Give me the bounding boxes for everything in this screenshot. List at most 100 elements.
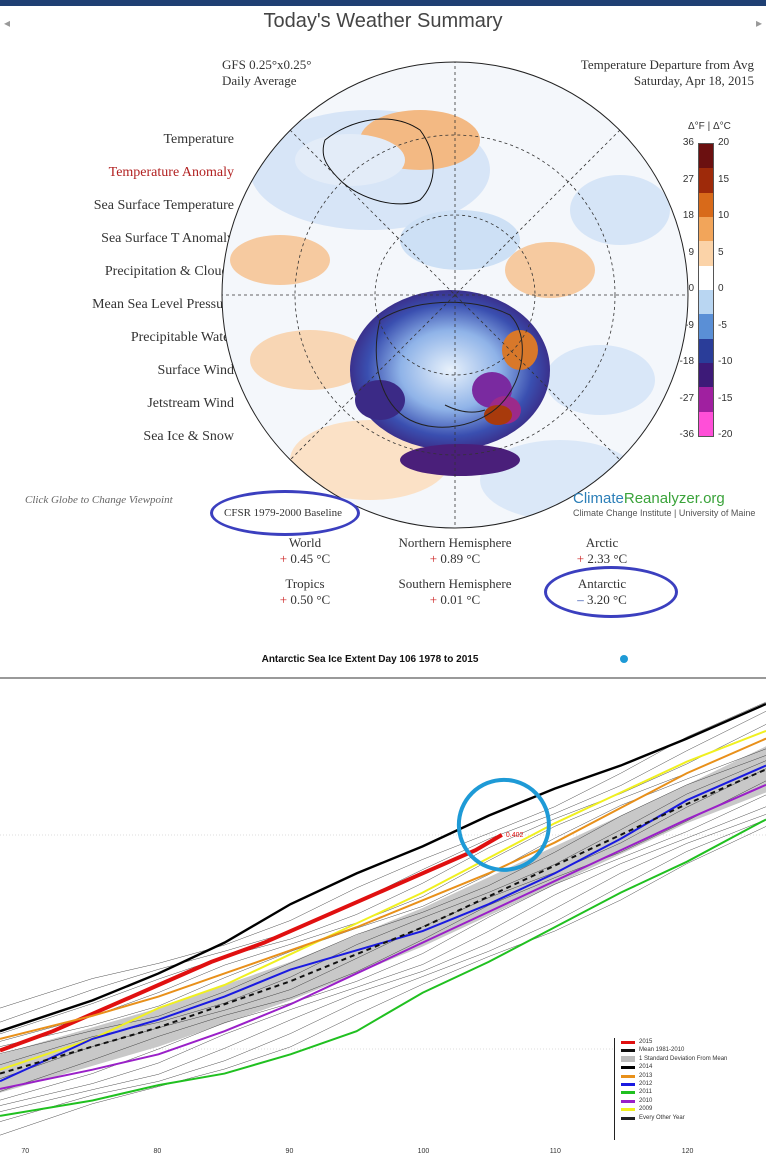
menu-item-temperature-anomaly[interactable]: Temperature Anomaly bbox=[108, 165, 234, 180]
legend-swatch bbox=[621, 1041, 635, 1044]
colorbar-tick-c: -20 bbox=[718, 429, 733, 440]
stat-sign: + bbox=[576, 551, 585, 566]
stat-sign: + bbox=[279, 551, 288, 566]
menu-item-precipitable-water[interactable]: Precipitable Water bbox=[130, 330, 234, 345]
next-arrow-icon[interactable]: ▸ bbox=[755, 16, 762, 30]
stat-southern-hemisphere: Southern Hemisphere + 0.01 °C bbox=[380, 576, 530, 608]
logo-text-a: Climate bbox=[573, 490, 624, 507]
colorbar-segment bbox=[699, 411, 713, 437]
every-other-year-line bbox=[0, 737, 766, 1042]
series-line-2014 bbox=[0, 702, 766, 1033]
every-other-year-line bbox=[0, 701, 766, 1009]
colorbar-segment bbox=[699, 217, 713, 242]
menu-item-sea-ice-snow[interactable]: Sea Ice & Snow bbox=[143, 429, 234, 444]
annotation-label: 0.402 bbox=[506, 832, 524, 839]
colorbar-segment bbox=[699, 314, 713, 340]
every-other-year-line bbox=[0, 780, 766, 1092]
series-line-2015 bbox=[0, 833, 503, 1053]
legend-swatch bbox=[621, 1091, 635, 1095]
colorbar-tick-c: -15 bbox=[718, 392, 733, 404]
colorbar-tick-f: -36 bbox=[679, 429, 694, 440]
menu-item-mean-sea-level-pressure[interactable]: Mean Sea Level Pressure bbox=[92, 297, 234, 312]
every-other-year-line bbox=[0, 819, 766, 1122]
map-date: Saturday, Apr 18, 2015 bbox=[633, 73, 754, 88]
legend-label: 2011 bbox=[639, 1089, 652, 1096]
legend-label: Every Other Year bbox=[639, 1114, 685, 1121]
stat-arctic: Arctic + 2.33 °C bbox=[552, 535, 652, 567]
baseline-label: CFSR 1979-2000 Baseline bbox=[224, 507, 342, 519]
legend-label: 1 Standard Deviation From Mean bbox=[639, 1055, 728, 1062]
globe-map[interactable] bbox=[220, 60, 690, 530]
legend-label: 2014 bbox=[639, 1064, 653, 1071]
menu-item-precipitation-clouds[interactable]: Precipitation & Clouds bbox=[104, 264, 234, 279]
legend-swatch bbox=[621, 1055, 635, 1062]
menu-item-temperature[interactable]: Temperature bbox=[163, 132, 234, 147]
colorbar-tick-f: 27 bbox=[682, 173, 694, 185]
legend-swatch bbox=[621, 1049, 635, 1053]
colorbar bbox=[698, 143, 714, 437]
x-tick-label: 120 bbox=[681, 1148, 694, 1155]
legend-label: 2013 bbox=[639, 1072, 653, 1079]
x-tick-label: 80 bbox=[153, 1148, 162, 1155]
stat-sign: + bbox=[279, 592, 288, 607]
colorbar-segment bbox=[699, 338, 713, 364]
colorbar-segment bbox=[699, 144, 713, 169]
model-info: GFS 0.25°x0.25° Daily Average bbox=[222, 57, 312, 89]
stat-region: Arctic bbox=[585, 535, 619, 550]
colorbar-title: Δ°F | Δ°C bbox=[688, 121, 731, 132]
legend-swatch bbox=[621, 1082, 635, 1086]
series-line-2010 bbox=[0, 783, 766, 1090]
logo-text-b: Reanalyzer bbox=[623, 490, 699, 507]
logo-text-c: .org bbox=[698, 490, 725, 507]
colorbar-tick-f: 36 bbox=[682, 137, 694, 148]
colorbar-tick-f: 9 bbox=[688, 246, 694, 258]
legend-item: 2011 bbox=[615, 1088, 766, 1096]
legend-swatch bbox=[621, 1066, 635, 1070]
stat-northern-hemisphere: Northern Hemisphere + 0.89 °C bbox=[380, 535, 530, 567]
every-other-year-line bbox=[0, 814, 766, 1112]
prev-arrow-icon[interactable]: ◂ bbox=[4, 16, 11, 30]
logo-subtitle: Climate Change Institute | University of… bbox=[573, 508, 756, 518]
menu-item-surface-wind[interactable]: Surface Wind bbox=[157, 363, 234, 378]
stat-value: 0.01 °C bbox=[440, 592, 481, 607]
stat-region: Northern Hemisphere bbox=[398, 535, 512, 550]
map-variable: Temperature Departure from Avg bbox=[580, 57, 754, 72]
series-line-2013 bbox=[0, 737, 766, 1040]
blue-dot bbox=[620, 655, 628, 663]
every-other-year-line bbox=[0, 724, 766, 1035]
legend-swatch bbox=[621, 1099, 635, 1103]
variable-menu: Temperature Temperature Anomaly Sea Surf… bbox=[92, 130, 234, 460]
legend-swatch bbox=[621, 1116, 635, 1120]
every-other-year-line bbox=[0, 794, 766, 1101]
menu-item-jetstream-wind[interactable]: Jetstream Wind bbox=[147, 396, 234, 411]
colorbar-segment bbox=[699, 192, 713, 218]
every-other-year-line bbox=[0, 711, 766, 1023]
legend-label: 2009 bbox=[639, 1106, 653, 1113]
climate-reanalyzer-logo[interactable]: ClimateReanalyzer.org Climate Change Ins… bbox=[573, 490, 755, 518]
stat-value: 0.89 °C bbox=[440, 551, 481, 566]
legend-item: 2010 bbox=[615, 1097, 766, 1105]
legend-item: Every Other Year bbox=[615, 1114, 766, 1122]
colorbar-tick-c: 10 bbox=[718, 210, 730, 221]
colorbar-segment bbox=[699, 265, 713, 291]
stat-tropics: Tropics + 0.50 °C bbox=[255, 576, 355, 608]
x-tick-label: 90 bbox=[285, 1148, 294, 1155]
colorbar-tick-c: 0 bbox=[718, 283, 724, 294]
sea-ice-chart: 0.402 bbox=[0, 677, 766, 1136]
menu-item-sea-surface-temperature[interactable]: Sea Surface Temperature bbox=[93, 198, 234, 213]
highlight-circle bbox=[456, 777, 551, 872]
stat-value: 2.33 °C bbox=[587, 551, 628, 566]
legend-label: Mean 1981-2010 bbox=[639, 1047, 685, 1054]
stat-region: Tropics bbox=[285, 576, 325, 591]
stat-region: Southern Hemisphere bbox=[398, 576, 512, 591]
model-averaging: Daily Average bbox=[222, 73, 297, 88]
legend-item: 1 Standard Deviation From Mean bbox=[615, 1055, 766, 1063]
colorbar-segment bbox=[699, 387, 713, 413]
legend-swatch bbox=[621, 1074, 635, 1078]
every-other-year-line bbox=[0, 806, 766, 1106]
std-deviation-band bbox=[0, 746, 766, 1093]
legend-item: 2014 bbox=[615, 1063, 766, 1071]
menu-item-sea-surface-t-anomaly[interactable]: Sea Surface T Anomaly bbox=[101, 231, 234, 246]
stat-value: 0.50 °C bbox=[290, 592, 331, 607]
stat-region: World bbox=[288, 535, 322, 550]
